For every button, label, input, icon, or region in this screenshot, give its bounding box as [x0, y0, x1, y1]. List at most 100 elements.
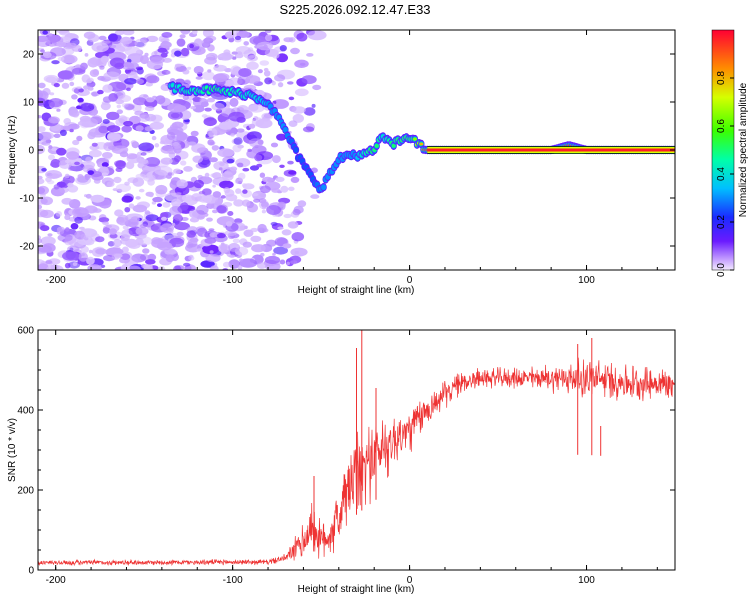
noise-blob	[216, 204, 229, 214]
noise-blob	[221, 171, 234, 181]
ridge-inner	[170, 83, 175, 88]
noise-blob	[135, 125, 144, 132]
noise-blob	[102, 119, 110, 124]
noise-blob	[256, 262, 267, 269]
noise-blob	[274, 74, 286, 82]
noise-blob	[201, 244, 220, 255]
noise-blob	[174, 50, 182, 57]
noise-blob	[116, 104, 122, 109]
noise-blob	[242, 189, 248, 194]
snr-y-tick-label: 200	[17, 486, 34, 497]
noise-blob	[100, 102, 111, 111]
ridge-mid	[282, 126, 288, 133]
noise-blob	[227, 211, 234, 216]
noise-blob	[187, 135, 196, 141]
noise-blob	[204, 237, 217, 244]
noise-blob	[56, 147, 67, 156]
noise-blob	[148, 192, 154, 198]
noise-blob	[130, 140, 137, 145]
noise-blob	[288, 120, 298, 127]
noise-blob	[239, 225, 246, 231]
noise-blob	[69, 128, 74, 133]
noise-blob	[123, 193, 134, 203]
noise-blob	[266, 205, 281, 215]
noise-blob	[57, 70, 73, 80]
noise-blob	[237, 265, 243, 270]
noise-blob	[151, 201, 157, 205]
noise-blob	[296, 32, 308, 42]
noise-blob	[118, 94, 132, 103]
noise-blob	[246, 61, 259, 70]
noise-blob	[38, 238, 43, 244]
noise-blob	[107, 132, 121, 142]
noise-blob	[57, 56, 65, 62]
noise-blob	[229, 166, 238, 172]
noise-blob	[85, 193, 92, 199]
noise-blob	[243, 41, 249, 46]
noise-blob	[205, 253, 221, 263]
noise-blob	[173, 168, 182, 174]
noise-blob	[122, 225, 129, 230]
noise-blob	[152, 95, 157, 99]
noise-blob	[239, 258, 258, 268]
noise-blob	[207, 97, 215, 103]
noise-blob	[109, 57, 125, 68]
noise-blob	[125, 161, 135, 170]
noise-blob	[59, 187, 69, 193]
noise-blob	[144, 210, 151, 215]
noise-blob	[121, 125, 132, 133]
noise-blob	[78, 252, 88, 262]
noise-blob	[49, 92, 55, 96]
noise-blob	[228, 242, 241, 252]
noise-blob	[270, 221, 278, 226]
noise-blob	[297, 200, 307, 208]
noise-blob	[199, 98, 206, 102]
noise-blob	[193, 179, 204, 189]
noise-blob	[294, 88, 309, 97]
ridge-inner	[374, 143, 379, 148]
noise-blob	[122, 30, 135, 36]
noise-blob	[225, 221, 233, 227]
noise-blob	[226, 158, 235, 164]
noise-blob	[271, 188, 281, 193]
noise-blob	[87, 57, 99, 68]
noise-blob	[138, 142, 155, 152]
noise-blob	[211, 145, 220, 151]
noise-blob	[62, 251, 80, 261]
noise-blob	[51, 60, 60, 65]
noise-blob	[109, 233, 118, 239]
noise-blob	[123, 61, 133, 68]
noise-blob	[112, 239, 122, 247]
noise-blob	[104, 40, 111, 44]
noise-blob	[312, 84, 322, 91]
noise-blob	[80, 102, 95, 112]
noise-blob	[162, 201, 171, 208]
noise-blob	[189, 217, 199, 223]
noise-blob	[97, 89, 104, 95]
noise-blob	[147, 253, 157, 261]
noise-blob	[147, 178, 155, 186]
noise-blob	[257, 69, 263, 74]
noise-blob	[72, 207, 89, 218]
noise-blob	[48, 43, 55, 47]
noise-blob	[47, 233, 53, 237]
noise-blob	[302, 126, 315, 133]
noise-blob	[108, 44, 117, 49]
noise-blob	[241, 199, 251, 207]
noise-blob	[164, 192, 179, 202]
noise-blob	[136, 67, 144, 75]
noise-blob	[70, 223, 79, 230]
noise-blob	[173, 265, 182, 270]
noise-blob	[130, 159, 137, 164]
noise-blob	[128, 203, 135, 209]
noise-blob	[262, 206, 266, 210]
noise-speckle	[38, 30, 327, 270]
noise-blob	[140, 55, 149, 65]
noise-blob	[145, 82, 153, 87]
noise-blob	[275, 176, 285, 182]
noise-blob	[287, 160, 294, 165]
noise-blob	[51, 147, 57, 152]
noise-blob	[209, 157, 218, 163]
noise-blob	[290, 260, 298, 265]
